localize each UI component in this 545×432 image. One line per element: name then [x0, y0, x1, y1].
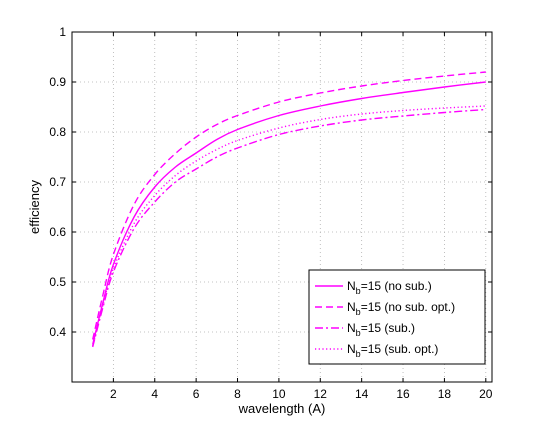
y-tick-label-5: 0.9 [49, 75, 66, 89]
legend-label-sub-2: b [356, 328, 361, 338]
legend-label-sub-0: b [356, 286, 361, 296]
legend-label-0: Nb=15 (no sub.) [347, 279, 432, 296]
legend-label-main-1: N [347, 300, 356, 314]
y-tick-label-0: 0.4 [49, 325, 66, 339]
legend-label-sub-3: b [356, 349, 361, 359]
x-tick-label-0: 2 [110, 387, 117, 401]
legend-label-main-0: N [347, 279, 356, 293]
series-line-1 [92, 71, 486, 340]
tick-layer: 2 4 6 8 10 12 14 16 18 20 0.4 0.5 0.6 0.7 0.8 0.9 1 [49, 25, 492, 401]
x-tick-label-7: 16 [396, 387, 410, 401]
legend-label-1: Nb=15 (no sub. opt.) [347, 300, 455, 317]
x-tick-label-8: 18 [438, 387, 452, 401]
y-tick-label-3: 0.7 [49, 175, 66, 189]
legend-label-rest-3: =15 (sub. opt.) [361, 342, 439, 356]
y-axis-label: efficiency [27, 180, 42, 234]
legend-label-2: Nb=15 (sub.) [347, 321, 415, 338]
legend-label-sub-1: b [356, 307, 361, 317]
series-line-2 [92, 108, 486, 348]
legend-label-rest-1: =15 (no sub. opt.) [361, 300, 455, 314]
legend-label-main-2: N [347, 321, 356, 335]
legend-label-rest-2: =15 (sub.) [361, 321, 415, 335]
plot-frame [71, 31, 493, 383]
x-axis-label: wavelength (A) [238, 401, 326, 416]
y-tick-label-2: 0.6 [49, 225, 66, 239]
y-tick-label-1: 0.5 [49, 275, 66, 289]
x-tick-label-2: 6 [193, 387, 200, 401]
x-tick-label-5: 12 [314, 387, 328, 401]
x-tick-label-4: 10 [272, 387, 286, 401]
legend-label-rest-0: =15 (no sub.) [361, 279, 432, 293]
legend: Nb=15 (no sub.)Nb=15 (no sub. opt.)Nb=15… [308, 269, 486, 365]
x-tick-label-1: 4 [151, 387, 158, 401]
series-line-0 [92, 81, 486, 345]
legend-label-3: Nb=15 (sub. opt.) [347, 342, 438, 359]
y-tick-label-4: 0.8 [49, 125, 66, 139]
y-tick-label-6: 1 [59, 25, 66, 39]
x-tick-label-3: 8 [234, 387, 241, 401]
legend-label-main-3: N [347, 342, 356, 356]
series-layer [92, 71, 486, 348]
x-tick-label-9: 20 [479, 387, 493, 401]
x-tick-label-6: 14 [355, 387, 369, 401]
